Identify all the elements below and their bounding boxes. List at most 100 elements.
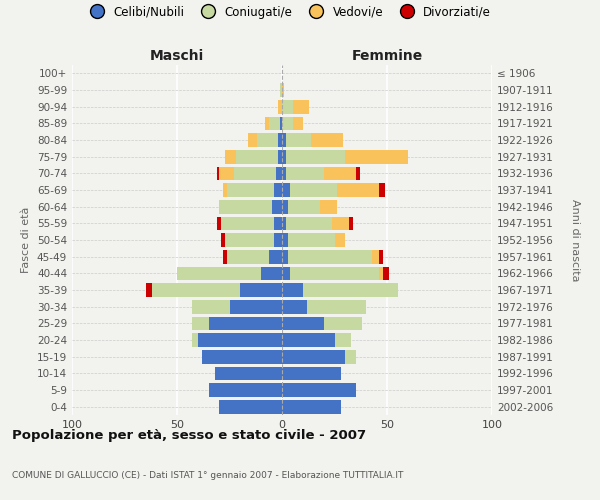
Bar [269, 250, 282, 264]
Bar [282, 400, 341, 413]
Bar [278, 133, 282, 147]
Bar [282, 200, 289, 213]
Y-axis label: Fasce di età: Fasce di età [22, 207, 31, 273]
Bar [271, 200, 282, 213]
Bar [311, 133, 343, 147]
Bar [372, 250, 379, 264]
Bar [324, 316, 362, 330]
Y-axis label: Anni di nascita: Anni di nascita [570, 198, 580, 281]
Bar [293, 100, 310, 114]
Bar [198, 333, 282, 347]
Bar [278, 150, 282, 164]
Bar [282, 183, 290, 197]
Bar [289, 250, 372, 264]
Bar [282, 166, 286, 180]
Bar [236, 150, 278, 164]
Bar [221, 233, 226, 247]
Bar [269, 116, 280, 130]
Bar [324, 166, 355, 180]
Bar [223, 183, 227, 197]
Bar [303, 283, 398, 297]
Bar [345, 150, 408, 164]
Bar [290, 266, 379, 280]
Bar [282, 283, 303, 297]
Bar [280, 116, 282, 130]
Text: Femmine: Femmine [352, 50, 422, 64]
Bar [177, 266, 261, 280]
Bar [215, 366, 282, 380]
Bar [219, 400, 282, 413]
Bar [282, 216, 286, 230]
Bar [219, 166, 234, 180]
Bar [217, 166, 219, 180]
Bar [146, 283, 152, 297]
Bar [290, 183, 337, 197]
Bar [227, 183, 274, 197]
Bar [286, 133, 311, 147]
Bar [345, 350, 355, 364]
Bar [282, 233, 289, 247]
Bar [221, 216, 274, 230]
Bar [152, 283, 240, 297]
Bar [282, 333, 335, 347]
Bar [320, 200, 337, 213]
Bar [293, 116, 303, 130]
Bar [282, 100, 293, 114]
Bar [265, 116, 269, 130]
Bar [282, 83, 284, 97]
Bar [282, 300, 307, 314]
Bar [355, 166, 360, 180]
Bar [332, 216, 349, 230]
Bar [335, 233, 345, 247]
Bar [209, 316, 282, 330]
Bar [286, 150, 345, 164]
Bar [349, 216, 353, 230]
Bar [192, 333, 198, 347]
Bar [282, 266, 290, 280]
Bar [307, 300, 366, 314]
Bar [226, 233, 274, 247]
Bar [379, 266, 383, 280]
Bar [274, 216, 282, 230]
Bar [202, 350, 282, 364]
Bar [289, 200, 320, 213]
Bar [379, 183, 385, 197]
Bar [286, 166, 324, 180]
Bar [289, 233, 335, 247]
Bar [209, 383, 282, 397]
Bar [192, 316, 209, 330]
Text: COMUNE DI GALLUCCIO (CE) - Dati ISTAT 1° gennaio 2007 - Elaborazione TUTTITALIA.: COMUNE DI GALLUCCIO (CE) - Dati ISTAT 1°… [12, 471, 403, 480]
Bar [240, 283, 282, 297]
Bar [282, 133, 286, 147]
Bar [282, 316, 324, 330]
Bar [261, 266, 282, 280]
Bar [280, 83, 282, 97]
Bar [282, 383, 355, 397]
Bar [274, 183, 282, 197]
Bar [274, 233, 282, 247]
Bar [282, 250, 289, 264]
Bar [278, 100, 282, 114]
Bar [286, 216, 332, 230]
Bar [234, 166, 276, 180]
Bar [282, 350, 345, 364]
Legend: Celibi/Nubili, Coniugati/e, Vedovi/e, Divorziati/e: Celibi/Nubili, Coniugati/e, Vedovi/e, Di… [80, 1, 496, 24]
Text: Popolazione per età, sesso e stato civile - 2007: Popolazione per età, sesso e stato civil… [12, 430, 366, 442]
Bar [217, 216, 221, 230]
Bar [379, 250, 383, 264]
Bar [282, 366, 341, 380]
Text: Maschi: Maschi [150, 50, 204, 64]
Bar [282, 116, 293, 130]
Bar [276, 166, 282, 180]
Bar [229, 300, 282, 314]
Bar [383, 266, 389, 280]
Bar [257, 133, 278, 147]
Bar [282, 150, 286, 164]
Bar [226, 150, 236, 164]
Bar [248, 133, 257, 147]
Bar [335, 333, 352, 347]
Bar [219, 200, 271, 213]
Bar [227, 250, 269, 264]
Bar [192, 300, 229, 314]
Bar [223, 250, 227, 264]
